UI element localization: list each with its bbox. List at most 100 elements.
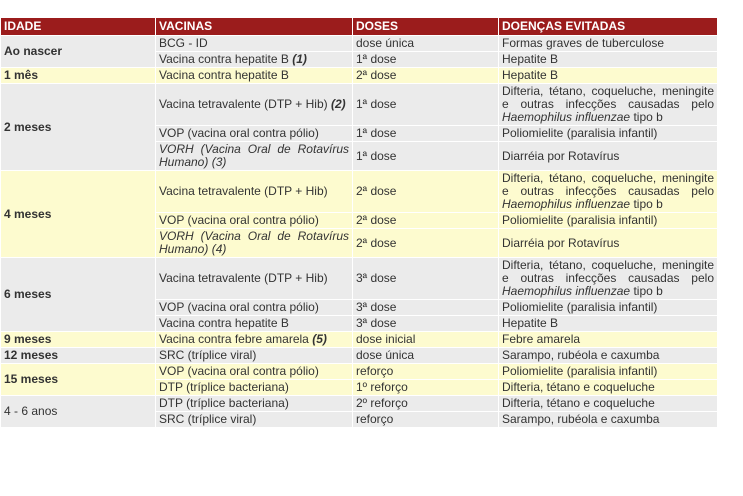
footnote-ref: (1) [292,52,307,66]
disease: Diarréia por Rotavírus [502,148,620,163]
disease-end: tipo b [633,197,663,211]
vaccine: Vacina tetravalente (DTP + Hib) [159,184,328,198]
disease-cell: Difteria, tétano, coqueluche, meningite … [498,83,718,126]
dose: 2ª dose [356,213,397,227]
dose-cell: 1ª dose [352,141,499,171]
disease: Difteria, tétano, coqueluche, meningite … [502,171,714,198]
disease-cell: Hepatite B [498,67,718,84]
table-row: 12 meses SRC (tríplice viral) dose única Sa… [0,347,718,364]
disease: Formas graves de tuberculose [502,36,665,50]
dose: 1ª dose [356,52,397,66]
vaccine-cell: VORH (Vacina Oral de Rotavírus Humano) (… [155,141,353,171]
disease-cell: Formas graves de tuberculose [498,35,718,52]
disease: Difteria, tétano e coqueluche [502,380,655,394]
disease-cell: Poliomielite (paralisia infantil) [498,212,718,229]
vaccine: Vacina contra hepatite B [159,68,289,82]
dose-cell: 2ª dose [352,170,499,213]
dose: dose única [356,348,415,362]
table-body: Ao nascer BCG - ID dose única Formas graves… [0,35,718,428]
vaccine-cell: Vacina tetravalente (DTP + Hib) (2) [155,83,353,126]
vaccine-cell: VORH (Vacina Oral de Rotavírus Humano) (… [155,228,353,258]
disease-cell: Sarampo, rubéola e caxumba [498,411,718,428]
vaccine-cell: Vacina contra febre amarela (5) [155,331,353,348]
table-row: 9 meses Vacina contra febre amarela (5) do… [0,331,718,348]
disease-organism: Haemophilus influenzae [502,110,631,124]
header-row: IDADE VACINAS DOSES DOENÇAS EVITADAS [0,17,718,36]
table-row: SRC (tríplice viral) reforço Sarampo, rubé… [0,411,718,428]
header-cell: IDADE [0,17,156,36]
dose: 2ª dose [356,235,397,250]
table-row: 4 - 6 anos DTP (tríplice bacteriana) 2º re… [0,395,718,428]
age: 9 meses [4,332,52,346]
age-cell: Ao nascer [0,35,156,68]
vaccine-cell: VOP (vacina oral contra pólio) [155,299,353,316]
dose-cell: 3ª dose [352,315,499,332]
dose-cell: 3ª dose [352,299,499,316]
disease: Poliomielite (paralisia infantil) [502,364,658,378]
disease-cell: Poliomielite (paralisia infantil) [498,363,718,380]
disease: Poliomielite (paralisia infantil) [502,213,658,227]
vaccine-cell: VOP (vacina oral contra pólio) [155,363,353,380]
dose-cell: 1ª dose [352,125,499,142]
vaccine: VOP (vacina oral contra pólio) [159,364,319,378]
footnote-ref: (5) [312,332,327,346]
disease: Diarréia por Rotavírus [502,235,620,250]
dose: 3ª dose [356,300,397,314]
vaccine-cell: VOP (vacina oral contra pólio) [155,212,353,229]
disease: Hepatite B [502,316,559,330]
footnote-ref: (4) [211,242,227,256]
age: 4 - 6 anos [4,404,58,418]
age: 2 meses [4,119,52,134]
age: 6 meses [4,287,52,301]
dose: 1ª dose [356,126,397,140]
dose: 2º reforço [356,396,408,410]
dose: dose inicial [356,332,416,346]
disease: Poliomielite (paralisia infantil) [502,126,658,140]
age-cell: 6 meses [0,257,156,332]
header-cell: DOENÇAS EVITADAS [498,17,718,36]
footnote-ref: (2) [330,97,346,111]
disease-cell: Difteria, tétano, coqueluche, meningite … [498,170,718,213]
dose: reforço [356,364,394,378]
dose: 3ª dose [356,271,397,285]
age-cell: 4 - 6 anos [0,395,156,428]
disease-cell: Poliomielite (paralisia infantil) [498,299,718,316]
vaccine: Vacina contra febre amarela [159,332,309,346]
disease-end: tipo b [633,284,663,298]
disease: Difteria, tétano, coqueluche, meningite … [502,258,714,285]
footnote-ref: (3) [211,155,227,169]
dose-cell: 2ª dose [352,212,499,229]
disease: Sarampo, rubéola e caxumba [502,412,660,426]
dose: 2ª dose [356,68,397,82]
vaccine: Vacina contra hepatite B [159,316,289,330]
disease-organism: Haemophilus influenzae [502,197,631,211]
age: 4 meses [4,206,52,221]
age: 12 meses [4,348,59,362]
vaccine: DTP (tríplice bacteriana) [159,380,289,394]
dose-cell: dose inicial [352,331,499,348]
age-cell: 12 meses [0,347,156,364]
disease: Difteria, tétano, coqueluche, meningite … [502,84,714,111]
disease: Febre amarela [502,332,581,346]
vaccine-cell: SRC (tríplice viral) [155,347,353,364]
table-row: Vacina contra hepatite B 3ª dose Hepatite … [0,315,718,332]
vaccine: VOP (vacina oral contra pólio) [159,126,319,140]
age-cell: 1 mês [0,67,156,84]
disease-cell: Hepatite B [498,315,718,332]
table-row: 2 meses Vacina tetravalente (DTP + Hib) (… [0,83,718,171]
disease: Hepatite B [502,52,559,66]
vaccine: Vacina tetravalente (DTP + Hib) [159,271,328,285]
vaccine-table: IDADE VACINAS DOSES DOENÇAS EVITADAS Ao nas… [0,17,718,428]
dose: dose única [356,36,415,50]
vaccine: VORH (Vacina Oral de Rotavírus Humano) [159,229,349,256]
dose-cell: 1ª dose [352,83,499,126]
header-cell: VACINAS [155,17,353,36]
age: 15 meses [4,372,59,386]
dose: 2ª dose [356,184,397,198]
disease-organism: Haemophilus influenzae [502,284,631,298]
vaccine: BCG - ID [159,36,208,50]
vaccine-cell: Vacina tetravalente (DTP + Hib) [155,170,353,213]
dose-cell: 2º reforço [352,395,499,412]
vaccine-cell: DTP (tríplice bacteriana) [155,379,353,396]
age-cell: 9 meses [0,331,156,348]
